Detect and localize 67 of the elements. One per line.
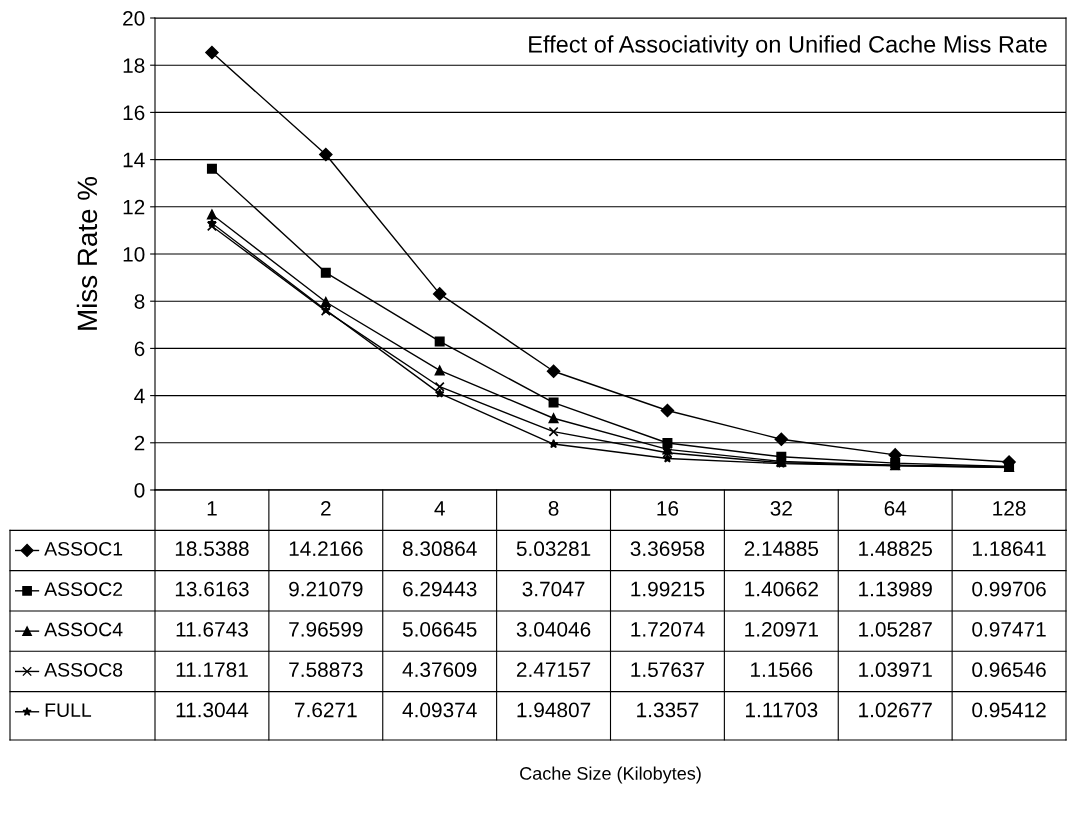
data-label: 0.97471: [972, 621, 1046, 637]
data-label: 1.1566: [751, 662, 813, 678]
y-tick-label: 10: [123, 247, 145, 262]
data-label: 0.96546: [972, 662, 1046, 678]
data-label: 6.29443: [403, 581, 477, 597]
data-label: 13.6163: [175, 581, 249, 597]
y-tick-label: 0: [134, 483, 145, 498]
y-tick-label: 2: [134, 435, 145, 451]
data-label: 1.20971: [745, 621, 818, 637]
x-tick-label: 128: [993, 501, 1026, 516]
data-label: 1.72074: [631, 621, 705, 637]
data-label: 11.3044: [176, 702, 249, 718]
data-label: 7.6271: [295, 702, 357, 718]
y-axis-title: Miss Rate %: [76, 177, 98, 330]
data-label: 8.30864: [402, 541, 477, 557]
x-tick-label: 32: [770, 501, 792, 516]
data-label: 14.2166: [289, 541, 363, 557]
x-tick-label: 64: [884, 501, 907, 516]
data-label: 11.6743: [176, 621, 248, 637]
y-tick-label: 4: [134, 388, 145, 404]
data-label: 7.96599: [289, 621, 363, 637]
data-label: 0.99706: [972, 581, 1046, 597]
y-tick-label: 14: [123, 152, 145, 168]
data-label: 1.48825: [859, 541, 932, 557]
data-label: 7.58873: [289, 662, 363, 678]
legend-label: ASSOC4: [44, 622, 123, 637]
legend-label: ASSOC2: [44, 582, 123, 597]
data-label: 1.13989: [859, 581, 932, 597]
x-tick-label: 16: [657, 501, 679, 516]
data-label: 5.06645: [402, 621, 477, 637]
data-label: 3.36958: [630, 541, 705, 557]
data-label: 11.1781: [176, 662, 248, 678]
y-tick-label: 16: [123, 105, 145, 121]
x-tick-label: 1: [207, 501, 217, 516]
data-label: 1.94807: [517, 702, 591, 718]
legend-label: ASSOC8: [44, 662, 123, 677]
text: Cache Size (Kilobytes): [520, 766, 701, 784]
data-label: 4.09374: [402, 702, 477, 718]
data-label: 3.04046: [516, 621, 591, 637]
data-label: 1.18641: [973, 541, 1046, 557]
data-label: 2.14885: [744, 541, 819, 557]
data-label: 1.57637: [631, 662, 705, 678]
data-label: 1.02677: [859, 702, 932, 718]
data-label: 1.05287: [859, 621, 932, 637]
data-label: 1.40662: [745, 581, 818, 597]
y-tick-label: 20: [123, 11, 145, 26]
x-tick-label: 2: [321, 501, 331, 516]
data-label: 5.03281: [516, 541, 591, 557]
data-label: 3.7047: [522, 581, 585, 597]
x-tick-label: 8: [548, 501, 559, 516]
data-label: 1.3357: [637, 702, 699, 718]
data-label: 4.37609: [402, 662, 477, 678]
data-label: 1.99215: [631, 581, 705, 597]
data-label: 9.21079: [289, 581, 363, 597]
y-tick-label: 8: [134, 294, 145, 309]
x-tick-label: 4: [434, 501, 445, 516]
data-label: 1.11703: [746, 702, 818, 718]
text: Effect of Associativity on Unified Cache Miss Rate: [529, 35, 1047, 58]
legend-label: ASSOC1: [44, 541, 123, 556]
legend-label: FULL: [45, 703, 92, 717]
y-tick-label: 12: [123, 199, 145, 215]
data-label: 2.47157: [516, 662, 591, 678]
y-tick-label: 6: [134, 341, 145, 357]
data-label: 18.5388: [175, 541, 249, 557]
data-label: 1.03971: [859, 662, 932, 678]
data-label: 0.95412: [972, 702, 1046, 718]
y-tick-label: 18: [123, 58, 145, 73]
